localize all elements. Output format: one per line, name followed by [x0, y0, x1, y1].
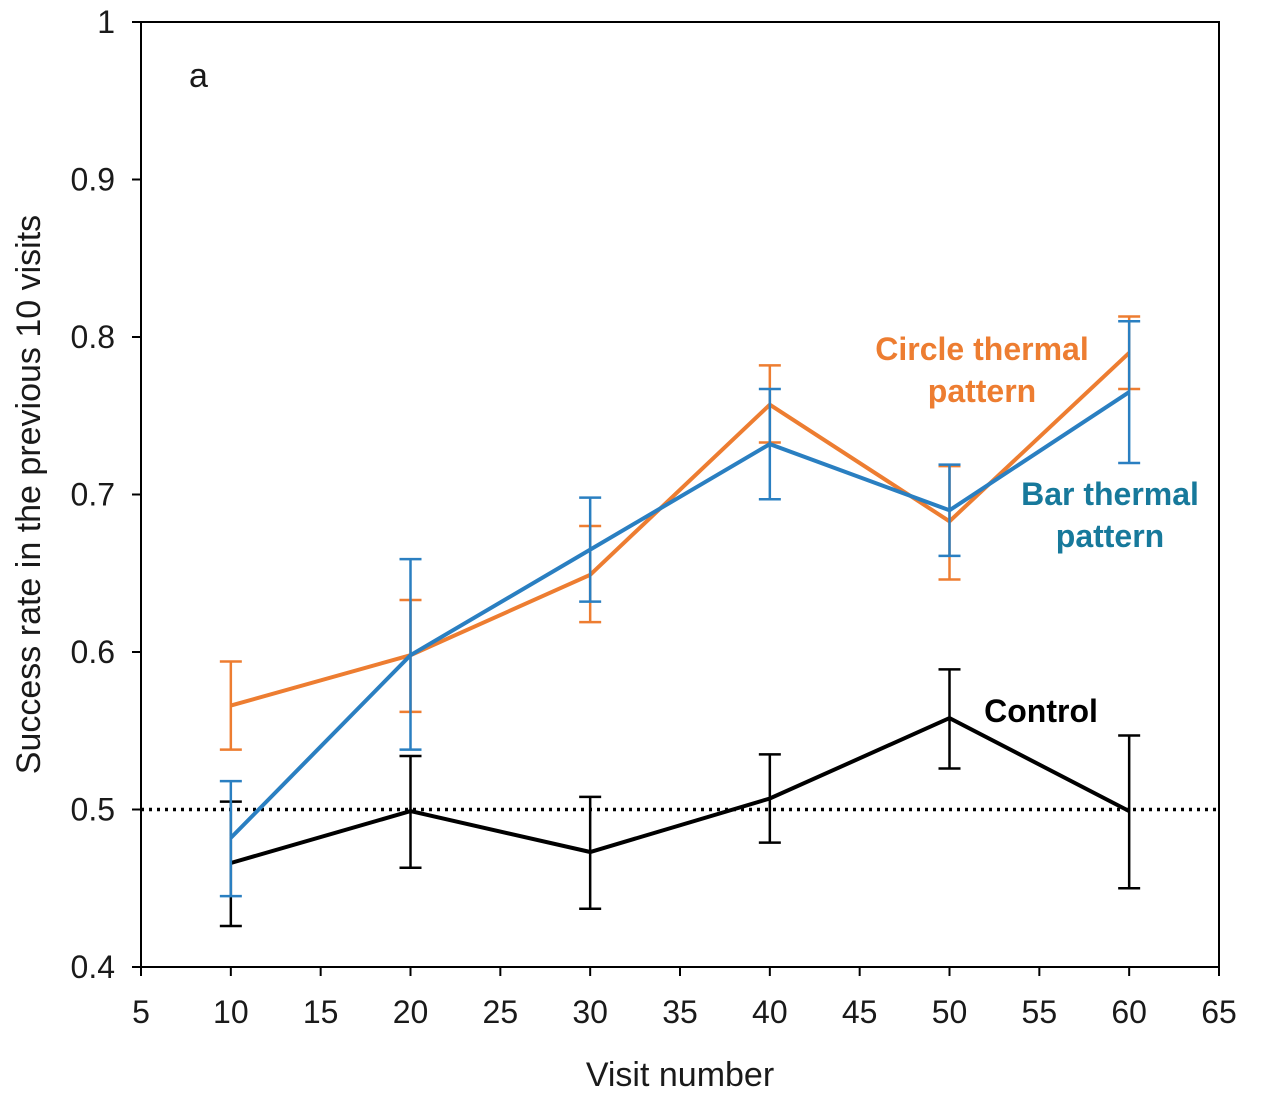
x-tick-label: 35 [662, 994, 698, 1030]
y-axis-title: Success rate in the previous 10 visits [10, 215, 48, 774]
panel-label: a [189, 57, 208, 95]
series-group [219, 320, 1141, 898]
error-bar [219, 779, 242, 898]
x-tick-label: 10 [213, 994, 249, 1030]
series-label: Control [984, 693, 1098, 729]
y-tick-label: 0.5 [71, 792, 115, 828]
x-tick-label: 30 [572, 994, 608, 1030]
series-label: Bar thermal pattern [1021, 476, 1199, 554]
series-layer [219, 315, 1141, 928]
x-axis-title: Visit number [586, 1056, 774, 1094]
series-label-line: pattern [1056, 518, 1164, 554]
y-tick-label: 0.4 [71, 949, 115, 985]
error-bar [1118, 734, 1141, 890]
series-line [230, 351, 1131, 708]
y-tick-label: 0.8 [71, 319, 115, 355]
x-tick-label: 50 [932, 994, 968, 1030]
series-label-line: Circle thermal [875, 331, 1088, 367]
y-tick-label: 0.9 [71, 162, 115, 198]
series-label-line: Bar thermal [1021, 476, 1199, 512]
axis-layer: 5 10 15 20 25 30 35 40 45 50 55 60 65 0.4 0.5 0.6 0.7 0.8… [71, 4, 1237, 1030]
series-line [229, 390, 1131, 840]
y-tick-label: 1 [97, 4, 115, 40]
series-label: Circle thermal pattern [875, 331, 1088, 409]
series-label-line: pattern [928, 373, 1036, 409]
y-tick-label: 0.7 [71, 477, 115, 513]
x-tick-label: 60 [1111, 994, 1147, 1030]
x-tick-label: 5 [132, 994, 150, 1030]
y-tick-label: 0.6 [71, 634, 115, 670]
x-tick-label: 20 [393, 994, 429, 1030]
series-label-line: Control [984, 693, 1098, 729]
x-tick-label: 15 [303, 994, 339, 1030]
x-tick-label: 55 [1022, 994, 1058, 1030]
x-tick-label: 45 [842, 994, 878, 1030]
x-tick-label: 65 [1201, 994, 1237, 1030]
series-line [230, 715, 1131, 865]
x-tick-label: 40 [752, 994, 788, 1030]
x-tick-label: 25 [483, 994, 519, 1030]
